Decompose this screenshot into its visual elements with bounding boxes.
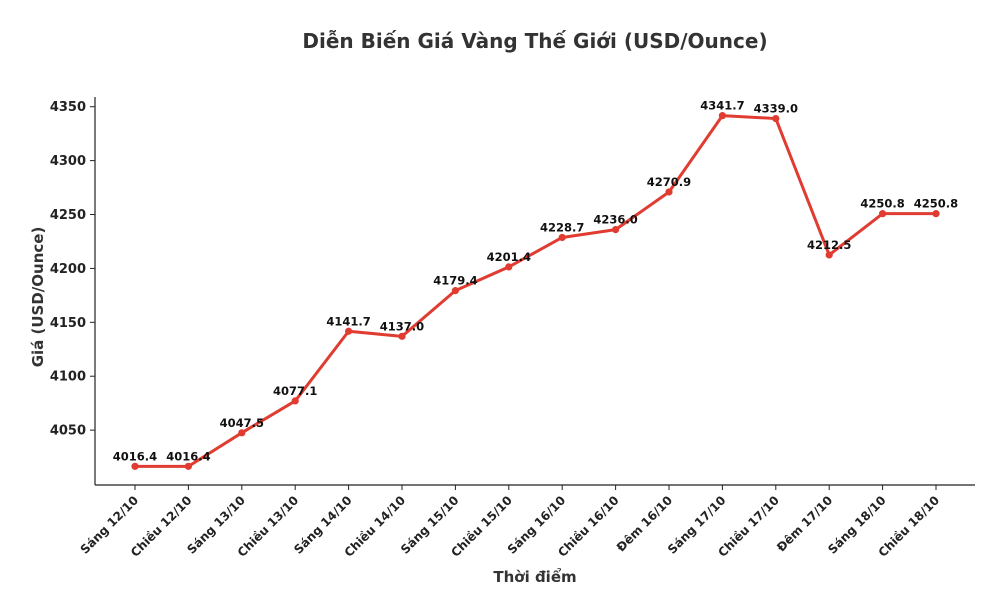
data-labels: 4016.4 4016.4 4047.5 4077.1 4141.7 4137.0 4179… bbox=[113, 99, 958, 464]
data-label: 4339.0 bbox=[754, 102, 798, 116]
data-label: 4228.7 bbox=[540, 220, 584, 234]
data-label: 4201.4 bbox=[487, 250, 531, 264]
data-point bbox=[718, 112, 727, 120]
data-point bbox=[238, 429, 246, 437]
y-ticks: 4050 4100 4150 4200 4250 4300 4350 bbox=[50, 100, 95, 439]
y-tick-label: 4100 bbox=[50, 370, 86, 385]
data-point bbox=[772, 114, 780, 123]
series-line bbox=[135, 114, 936, 468]
data-label: 4250.8 bbox=[914, 197, 958, 211]
data-label: 4077.1 bbox=[273, 384, 317, 398]
data-point bbox=[398, 332, 406, 340]
y-tick-label: 4200 bbox=[50, 262, 86, 277]
data-point bbox=[184, 462, 192, 470]
data-label: 4137.0 bbox=[380, 319, 424, 333]
data-label: 4236.0 bbox=[593, 213, 637, 227]
data-label: 4016.4 bbox=[113, 449, 157, 463]
y-tick-label: 4300 bbox=[50, 154, 86, 169]
data-point bbox=[345, 327, 353, 335]
data-point bbox=[932, 210, 940, 218]
data-label: 4141.7 bbox=[326, 314, 370, 328]
y-tick-label: 4250 bbox=[50, 208, 86, 223]
x-axis-label: Thời điểm bbox=[493, 567, 576, 586]
y-tick-label: 4150 bbox=[50, 316, 86, 331]
data-label: 4212.5 bbox=[807, 238, 851, 252]
data-point bbox=[131, 462, 139, 470]
data-point bbox=[879, 210, 887, 218]
data-label: 4179.4 bbox=[433, 274, 477, 288]
data-label: 4270.9 bbox=[647, 175, 691, 189]
data-point bbox=[505, 263, 513, 271]
data-point bbox=[612, 226, 620, 234]
data-point bbox=[558, 233, 566, 242]
y-tick-label: 4050 bbox=[50, 424, 86, 439]
data-point bbox=[825, 251, 833, 259]
data-label: 4047.5 bbox=[220, 416, 264, 430]
chart-title: Diễn Biến Giá Vàng Thế Giới (USD/Ounce) bbox=[302, 29, 767, 53]
data-point bbox=[451, 287, 459, 295]
data-label: 4250.8 bbox=[860, 197, 904, 211]
y-tick-label: 4350 bbox=[50, 100, 86, 115]
data-label: 4341.7 bbox=[700, 99, 744, 113]
y-axis-label: Giá (USD/Ounce) bbox=[29, 227, 47, 368]
price-series bbox=[131, 112, 940, 470]
data-point bbox=[291, 397, 299, 405]
data-point bbox=[665, 188, 673, 196]
data-label: 4016.4 bbox=[166, 449, 210, 463]
